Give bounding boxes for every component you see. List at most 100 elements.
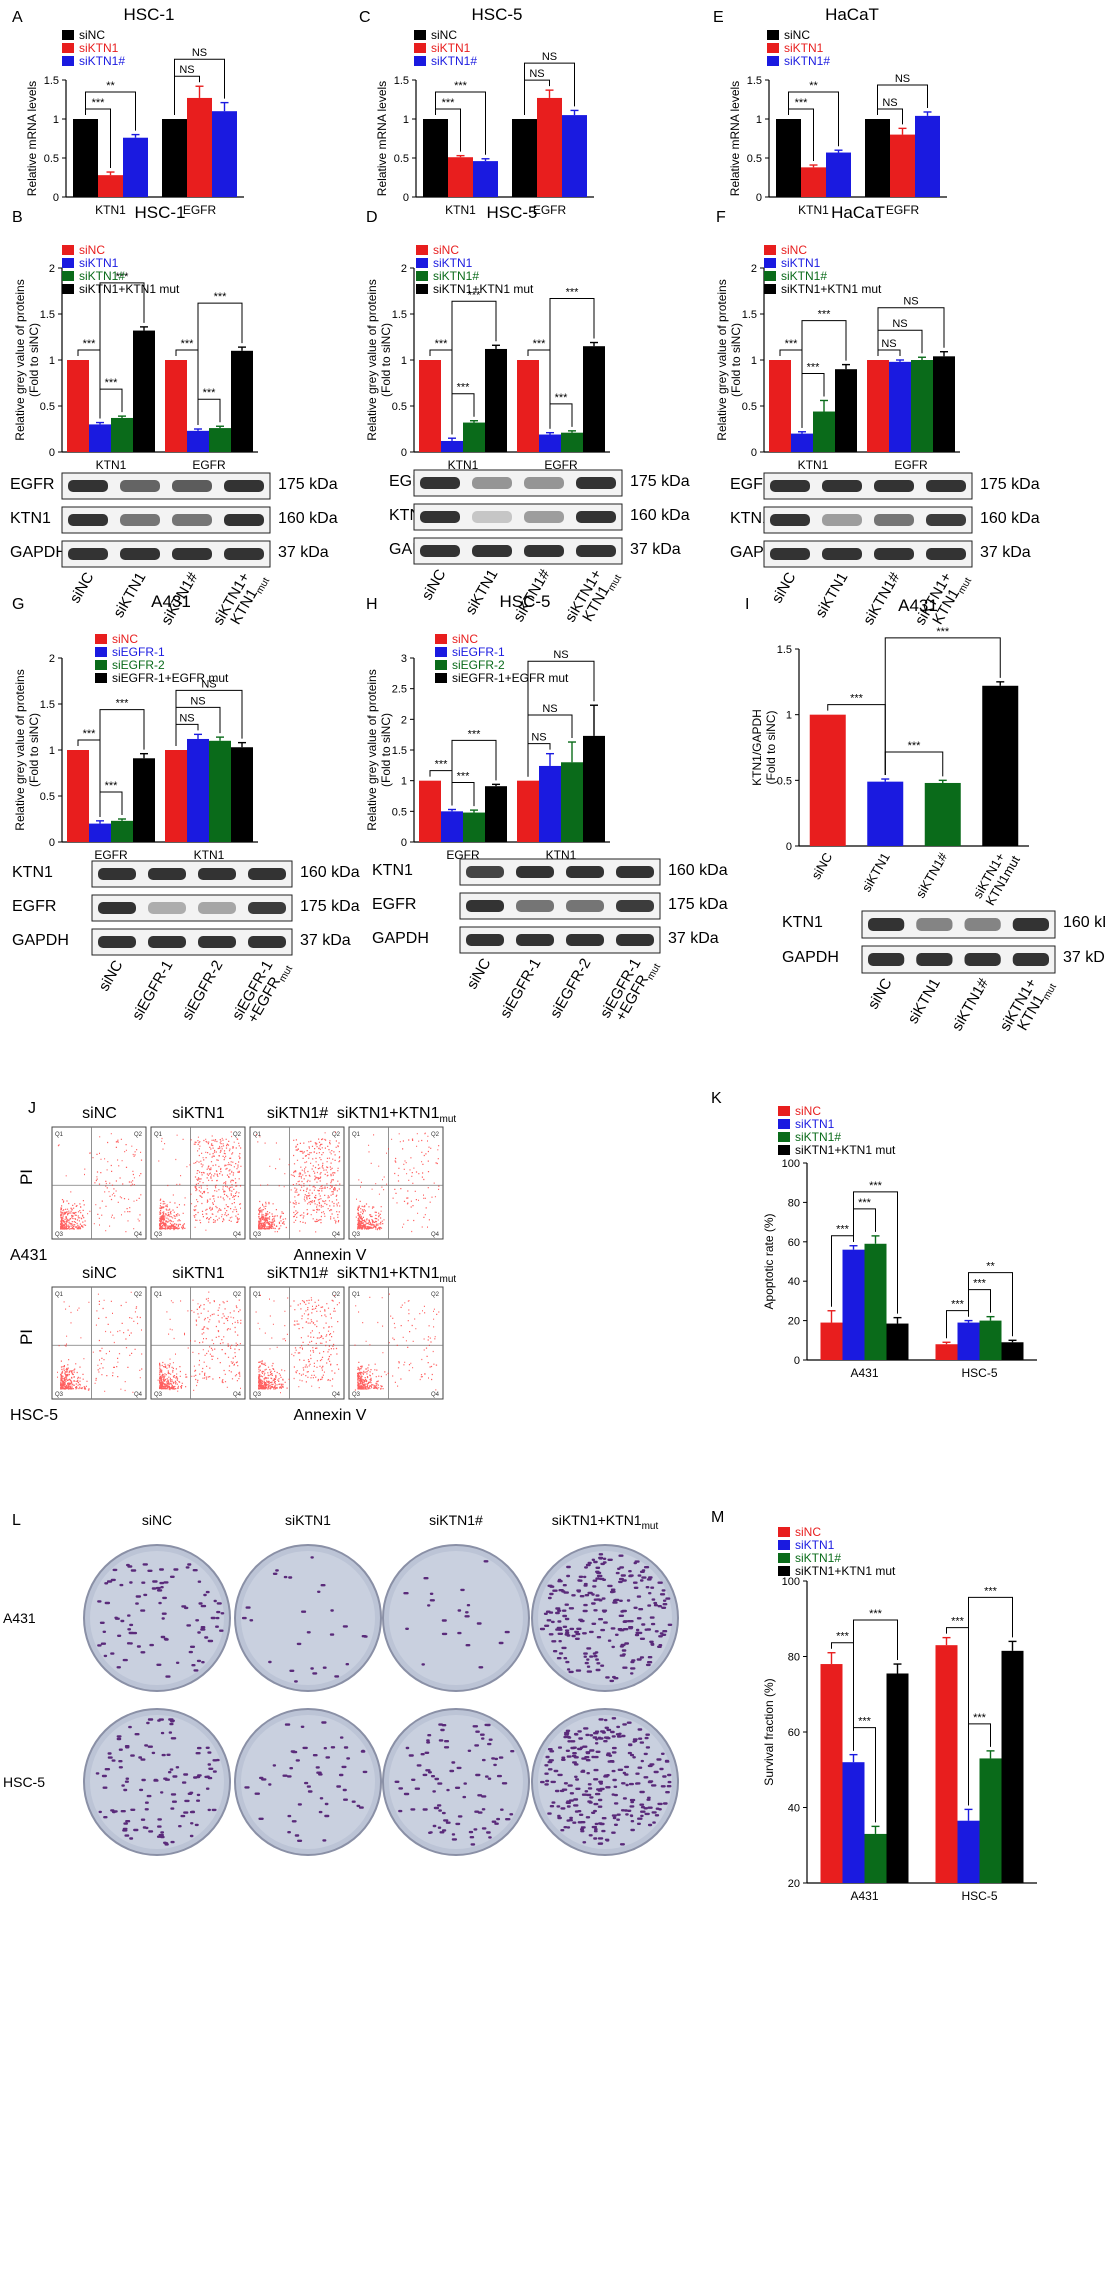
blot-band	[926, 480, 966, 492]
significance-label: ***	[850, 693, 864, 705]
blot-band	[916, 953, 953, 966]
blot-band	[120, 548, 160, 560]
significance-label: ***	[555, 392, 569, 404]
blot-band	[120, 480, 160, 492]
bar	[820, 1322, 843, 1360]
significance-label: ***	[836, 1224, 850, 1236]
category-label: KTN1	[798, 203, 829, 217]
y-tick-label: 1	[49, 355, 55, 367]
bar	[231, 747, 253, 842]
quadrant-label: Q3	[55, 1392, 64, 1398]
flow-header-subscript: mut	[440, 1114, 457, 1125]
blot-lane-label: siNC	[418, 566, 449, 603]
bar	[867, 360, 889, 452]
bar	[583, 346, 605, 452]
significance-label: ***	[468, 289, 482, 301]
blot-band	[964, 953, 1001, 966]
legend-label: siKTN1#	[784, 54, 830, 68]
y-tick-label: 0.5	[392, 806, 407, 818]
western-blot-blotB: EGFR 175 kDa KTN1 160 kDa GAPDH 37 kDa siNC siK…	[10, 472, 338, 629]
blot-band	[466, 900, 504, 912]
quadrant-label: Q4	[332, 1232, 341, 1238]
flow-dots	[157, 1291, 242, 1392]
legend-label: siKTN1+KTN1 mut	[433, 282, 534, 296]
legend-label: siKTN1	[79, 256, 119, 270]
y-tick-label: 60	[788, 1727, 800, 1739]
bar	[89, 823, 111, 842]
legend-label: siKTN1+KTN1 mut	[795, 1564, 896, 1578]
blot-lane-subscript: mut	[254, 576, 272, 596]
y-tick-label: 2.5	[392, 684, 407, 696]
bar	[473, 161, 498, 197]
significance-bracket	[968, 1596, 1013, 1806]
blot-lane-label: siEGFR-2	[547, 956, 595, 1022]
blot-band	[822, 480, 862, 492]
blot-band	[868, 953, 905, 966]
quadrant-label: Q1	[55, 1292, 64, 1298]
y-tick-label: 0.5	[747, 153, 762, 165]
significance-label: ***	[105, 780, 119, 792]
legend-swatch	[416, 271, 428, 281]
flow-header-subscript: mut	[440, 1274, 457, 1285]
bar	[935, 1645, 958, 1883]
legend-swatch	[414, 30, 426, 40]
legend-label: siKTN1#	[795, 1551, 841, 1565]
blot-row-label: EGFR	[730, 476, 774, 493]
flow-row-cell-label: HSC-5	[10, 1407, 58, 1424]
y-axis-label-line: Relative mRNA levels	[375, 81, 389, 196]
significance-label: ***	[105, 377, 119, 389]
significance-label: **	[809, 80, 818, 92]
legend-label: siKTN1#	[79, 269, 125, 283]
significance-bracket	[968, 1272, 1013, 1337]
quadrant-label: Q2	[134, 1292, 143, 1298]
culture-dish-inner	[389, 1715, 523, 1849]
legend-label: siNC	[112, 632, 138, 646]
flow-dots	[158, 1131, 242, 1231]
blot-lane-label: siEGFR-1	[497, 956, 545, 1022]
significance-bracket	[549, 403, 573, 429]
y-tick-label: 0	[49, 447, 55, 459]
y-axis-label-line: Relative grey value of proteins	[715, 279, 729, 440]
y-tick-label: 2	[401, 714, 407, 726]
flow-column-header: siKTN1#	[267, 1105, 328, 1122]
blot-lane-label: siNC	[66, 569, 97, 606]
blot-band	[916, 918, 953, 931]
y-axis-label: KTN1/GAPDH(Fold to siNC)	[750, 709, 778, 786]
legend-label: siNC	[433, 243, 459, 257]
flow-y-label: PI	[17, 1329, 36, 1345]
legend-label: siEGFR-1+EGFR mut	[112, 671, 229, 685]
y-axis-label: Relative grey value of proteins(Fold to …	[715, 279, 743, 440]
blot-band	[472, 511, 512, 523]
bar	[1001, 1650, 1024, 1883]
legend-label: siKTN1+KTN1 mut	[79, 282, 180, 296]
significance-bracket	[853, 1208, 876, 1242]
blot-row-label: EGFR	[10, 476, 54, 493]
significance-label: **	[106, 80, 115, 92]
significance-label: ***	[116, 271, 130, 283]
bar	[165, 750, 187, 842]
significance-label: NS	[882, 97, 897, 109]
y-tick-label: 2	[751, 263, 757, 275]
legend-swatch	[767, 43, 779, 53]
blot-kda-label: 37 kDa	[1063, 949, 1105, 966]
significance-label: ***	[454, 80, 468, 92]
y-axis-label-line: (Fold to siNC)	[379, 713, 393, 787]
bar	[485, 348, 507, 452]
bar	[463, 422, 485, 452]
bar	[111, 820, 133, 842]
category-label: EGFR	[894, 458, 928, 472]
blot-kda-label: 37 kDa	[300, 932, 351, 949]
bar	[924, 782, 961, 846]
y-tick-label: 0	[794, 1355, 800, 1367]
y-axis-label: Relative mRNA levels	[375, 81, 389, 196]
significance-label: ***	[936, 626, 950, 638]
quadrant-label: Q3	[55, 1232, 64, 1238]
legend-swatch	[414, 56, 426, 66]
bar	[212, 111, 237, 197]
panel-letter-I: I	[745, 596, 749, 613]
bar	[886, 1323, 909, 1360]
blot-lane-subscript: mut	[606, 573, 624, 593]
